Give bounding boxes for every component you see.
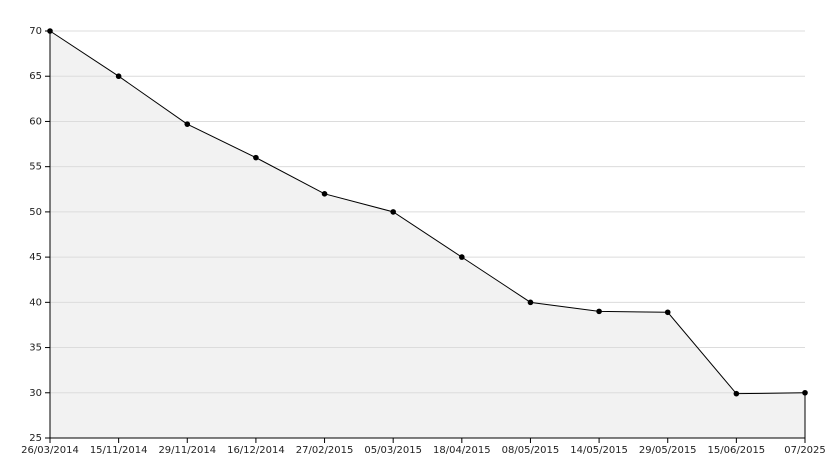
y-tick-label: 70	[29, 26, 42, 37]
data-point	[321, 191, 328, 197]
x-tick-label: 29/05/2015	[639, 445, 697, 456]
y-tick-label: 45	[29, 252, 42, 263]
x-tick-label: 05/03/2015	[364, 445, 422, 456]
y-tick-label: 30	[29, 388, 42, 399]
data-point	[733, 390, 740, 397]
x-tick-label: 15/06/2015	[708, 445, 766, 456]
y-tick-label: 60	[29, 116, 42, 127]
data-point	[664, 309, 671, 316]
data-point	[253, 154, 259, 161]
x-tick-label: 27/02/2015	[296, 445, 354, 456]
data-point	[459, 254, 465, 260]
data-point	[527, 299, 534, 306]
x-tick-label: 26/03/2014	[21, 445, 79, 456]
data-line	[49, 30, 806, 395]
data-point	[802, 389, 808, 396]
y-tick-label: 25	[29, 433, 42, 444]
y-tick-label: 65	[29, 71, 42, 82]
y-tick-label: 35	[29, 343, 42, 354]
y-tick-label: 40	[29, 297, 42, 308]
data-point	[115, 73, 122, 80]
x-tick-label: 14/05/2015	[570, 445, 628, 456]
x-tick-label: 29/11/2014	[158, 445, 216, 456]
x-tick-label: 18/04/2015	[433, 445, 491, 456]
x-tick-label: 07/2025	[784, 445, 826, 456]
x-tick-label: 16/12/2014	[227, 445, 285, 456]
data-point	[184, 121, 191, 127]
y-tick-label: 55	[29, 162, 42, 173]
x-tick-label: 15/11/2014	[90, 445, 148, 456]
data-point	[596, 308, 602, 315]
x-tick-label: 08/05/2015	[502, 445, 560, 456]
y-tick-label: 50	[29, 207, 42, 218]
data-point	[47, 28, 53, 34]
data-point	[390, 209, 396, 215]
